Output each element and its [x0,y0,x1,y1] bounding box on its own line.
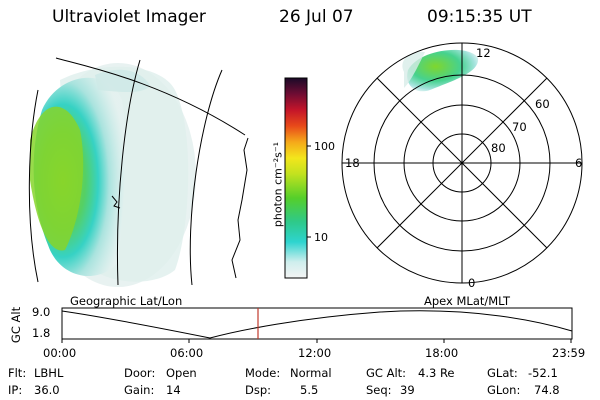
seq-value: 39 [400,383,415,397]
door-label: Door: [124,366,156,380]
mlt-label-18: 18 [345,156,360,170]
mode-value: Normal [290,366,332,380]
polar-mlt-plot [341,42,583,284]
geo-meridian-line [189,69,223,286]
door-value: Open [166,366,197,380]
glat-label: GLat: [487,366,518,380]
geo-grid [28,57,249,286]
glat-value: -52.1 [528,366,558,380]
geo-aurora-image [30,63,196,287]
mlat-label-60: 60 [535,97,550,111]
time-tick-0000: 00:00 [43,346,77,360]
mlt-label-0: 0 [468,276,476,290]
colorbar-tick-100: 100 [314,140,335,153]
mlat-label-70: 70 [512,120,527,134]
gain-label: Gain: [124,383,155,397]
altitude-strip-plot [61,307,573,343]
coastline-fragment [111,195,121,209]
colorbar-tick-10: 10 [314,231,328,244]
geo-meridian-line [116,59,141,286]
ip-value: 36.0 [34,383,60,397]
time-tick-2359: 23:59 [552,346,586,360]
seq-label: Seq: [366,383,392,397]
colorbar-unit-label: photon cm⁻²s⁻¹ [271,141,285,228]
date-label: 26 Jul 07 [279,7,354,27]
altitude-tick-max: 9.0 [32,305,51,319]
mlat-label-80: 80 [491,141,506,155]
gcalt-value: 4.3 Re [418,366,455,380]
color-scale-bar [284,77,311,279]
altitude-tick-min: 1.8 [32,326,51,340]
coastline [231,137,249,279]
time-tick-1200: 12:00 [298,346,332,360]
mlt-label-12: 12 [476,46,491,60]
geo-panel-label: Geographic Lat/Lon [70,294,183,308]
time-tick-0600: 06:00 [170,346,204,360]
instrument-title: Ultraviolet Imager [52,7,206,27]
time-label: 09:15:35 UT [427,7,532,27]
glon-label: GLon: [487,383,521,397]
filter-value: LBHL [34,366,64,380]
apex-panel-label: Apex MLat/MLT [424,294,511,308]
ip-label: IP: [8,383,23,397]
dsp-label: Dsp: [245,383,272,397]
mode-label: Mode: [245,366,281,380]
geo-latitude-line [55,57,246,136]
filter-label: Flt: [8,366,27,380]
mlt-label-6: 6 [575,156,583,170]
time-tick-1800: 18:00 [425,346,459,360]
gcalt-label: GC Alt: [366,366,407,380]
altitude-axis-label: GC Alt [9,306,23,344]
glon-value: 74.8 [534,383,560,397]
dsp-value: 5.5 [300,383,319,397]
gain-value: 14 [166,383,181,397]
geo-meridian-line [28,89,39,283]
